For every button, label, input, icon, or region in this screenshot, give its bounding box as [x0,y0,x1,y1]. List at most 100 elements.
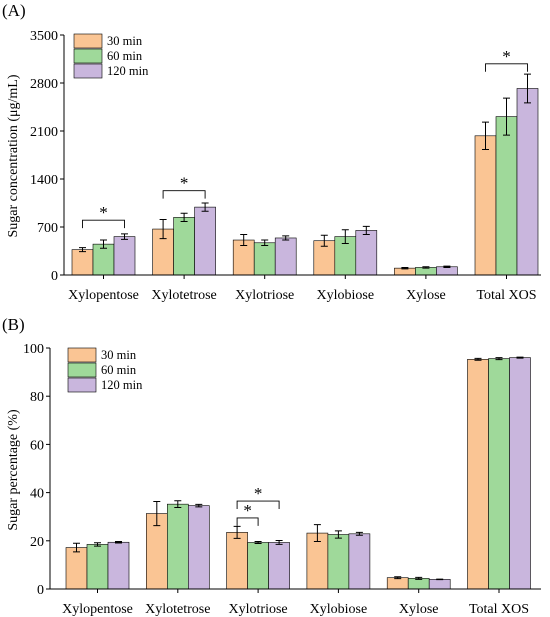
legend-swatch [67,362,97,378]
legend-label: 60 min [101,363,137,377]
error-bar [503,97,510,136]
bar [188,505,210,590]
x-tick-label: Total XOS [476,288,536,303]
bar [247,542,269,590]
panel-label: (A) [2,1,26,20]
y-tick-label: 3500 [30,29,58,44]
error-bar [334,530,342,539]
y-tick-label: 2800 [30,77,58,92]
error-bar [201,202,209,212]
error-bar [474,357,482,361]
error-bar [313,524,321,543]
legend-label: 120 min [101,378,143,392]
error-bar [100,239,107,249]
bar [113,236,136,276]
legend-label: 30 min [101,348,137,362]
bar [386,577,409,590]
y-tick-label: 100 [23,342,44,357]
bar [71,249,94,276]
error-bar [341,229,349,244]
x-tick-label: Total XOS [469,602,529,617]
error-bar [233,525,241,539]
significance-bracket [162,190,206,199]
x-tick-label: Xylose [399,602,439,617]
bar [173,217,195,276]
error-bar [94,542,101,547]
error-bar [320,234,328,247]
bar [92,243,115,276]
error-bar [401,266,409,270]
x-tick-label: Xylotetrose [151,288,216,303]
x-tick-label: Xylotriose [235,288,294,303]
bar [516,88,539,276]
bar [474,135,497,276]
error-bar [282,235,290,241]
bar [407,578,430,590]
x-tick-label: Xylobiose [310,602,368,617]
error-bar [394,576,402,580]
y-tick-label: 20 [30,535,44,550]
legend-swatch [67,347,97,363]
significance-star: * [180,174,189,193]
plot-area: 0 20 40 60 80 100 Xylopentose Xylotetrose Xylotr… [23,342,541,617]
error-bar [79,247,86,253]
significance-star: * [502,47,511,66]
error-bar [495,357,503,361]
legend-swatch [73,63,103,79]
bar [167,503,189,590]
bar [348,533,371,590]
legend-swatch [67,377,97,393]
bar [253,242,276,276]
error-bar [240,234,248,247]
y-tick-label: 2100 [30,125,58,140]
bar [355,230,378,276]
y-tick-label: 60 [30,438,44,453]
x-tick-label: Xylotetrose [145,602,210,617]
bar [495,116,518,276]
y-tick-label: 700 [37,221,58,236]
legend-label: 30 min [107,34,143,48]
bar [65,547,88,590]
error-bar [115,541,122,544]
x-tick-label: Xylobiose [317,288,375,303]
y-tick-label: 80 [30,390,44,405]
significance-bracket [82,219,125,229]
x-tick-label: Xylotriose [229,602,288,617]
bar [327,534,350,590]
bar [467,359,489,590]
bar [194,206,216,276]
y-axis-label: Sugar percentage (%) [6,409,21,531]
y-tick-label: 0 [51,269,58,284]
bar [274,237,297,276]
significance-bracket [485,63,528,72]
error-bar [362,225,370,236]
error-bar [524,73,531,104]
error-bar [180,212,188,223]
significance-bracket [236,500,280,510]
error-bar [482,121,489,151]
x-tick-label: Xylose [406,288,446,303]
error-bar [174,500,182,509]
error-bar [159,218,167,240]
error-bar [195,503,203,508]
significance-star: * [99,203,108,222]
error-bar [153,501,161,527]
chart-panel-a: (A) Sugar concentration (μg/mL) 0 700 1400… [2,1,541,303]
error-bar [422,266,430,269]
significance-bracket [236,517,259,526]
x-tick-label: Xylopentose [62,602,133,617]
y-tick-label: 1400 [30,173,58,188]
bar [226,532,248,590]
bar [436,266,458,276]
x-tick-label: Xylopentose [68,288,139,303]
bar [428,579,451,590]
error-bar [355,531,363,536]
error-bar [261,239,269,247]
legend-label: 60 min [107,49,143,63]
panel-label: (B) [2,315,25,334]
significance-star: * [254,484,263,503]
bar [107,541,130,590]
bar [268,542,290,590]
chart-panel-b: (B) Sugar percentage (%) 0 20 40 60 80 100 Xyl… [2,315,541,617]
